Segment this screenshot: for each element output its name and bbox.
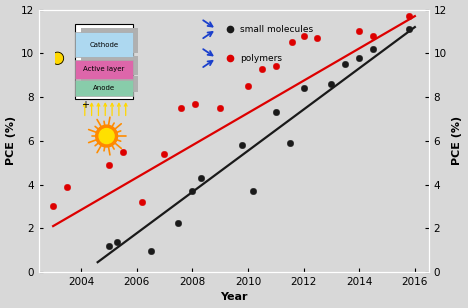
Point [175, 220, 182, 225]
Point [369, 33, 377, 38]
Point [272, 110, 279, 115]
X-axis label: Year: Year [220, 292, 248, 302]
Point [314, 35, 321, 40]
Point [161, 152, 168, 156]
Point [63, 184, 71, 189]
Point [113, 240, 121, 245]
Point [216, 106, 224, 111]
Point [197, 176, 205, 180]
Text: polymers: polymers [240, 54, 282, 63]
Point [239, 143, 246, 148]
Point [258, 66, 265, 71]
Point [328, 81, 335, 86]
Point [342, 62, 349, 67]
Point [50, 204, 57, 209]
Point [356, 55, 363, 60]
Point [286, 140, 293, 145]
Point [189, 188, 196, 193]
Point [272, 64, 279, 69]
Point [119, 149, 126, 154]
Y-axis label: PCE (%): PCE (%) [453, 116, 462, 165]
Point [191, 101, 199, 106]
Point [406, 27, 413, 32]
Point [244, 84, 252, 89]
Point [139, 200, 146, 205]
Point [177, 106, 185, 111]
Point [406, 14, 413, 18]
Point [105, 162, 112, 167]
Point [369, 47, 377, 51]
Y-axis label: PCE (%): PCE (%) [6, 116, 15, 165]
Point [250, 188, 257, 193]
Point [147, 249, 154, 254]
Point [105, 243, 112, 248]
Point [300, 33, 307, 38]
Point [300, 86, 307, 91]
Point [356, 29, 363, 34]
Point [289, 40, 296, 45]
Text: small molecules: small molecules [240, 25, 313, 34]
